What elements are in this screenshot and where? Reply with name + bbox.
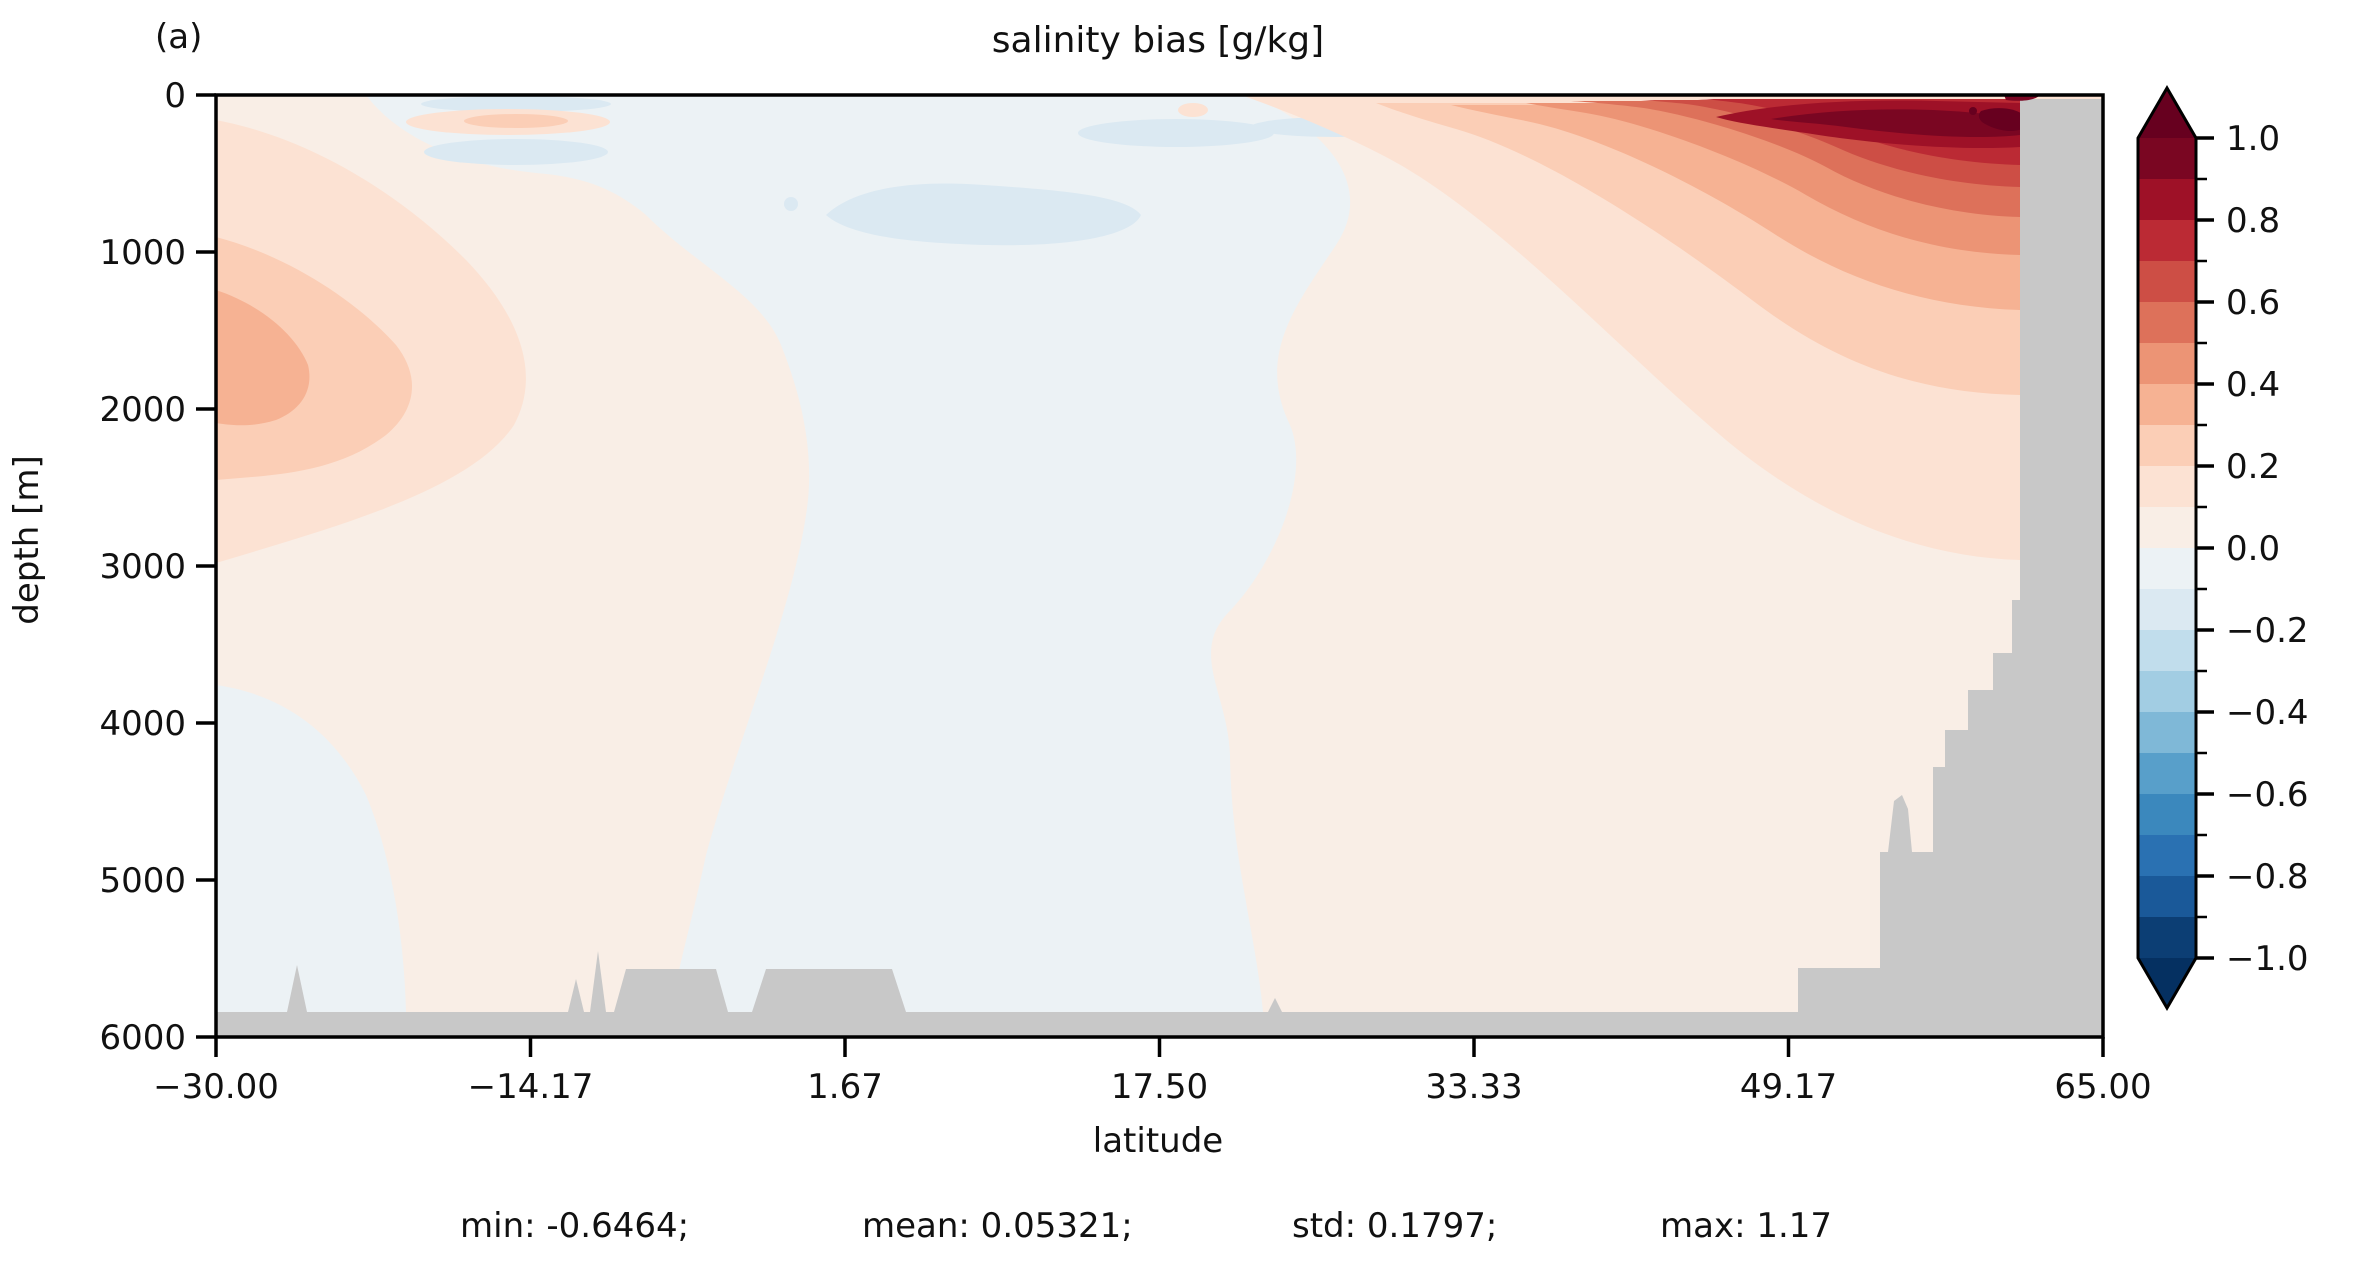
panel-label: (a) <box>155 17 202 57</box>
colorbar-band <box>2138 384 2196 425</box>
colorbar-band <box>2138 302 2196 343</box>
colorbar-band <box>2138 917 2196 958</box>
colorbar-band <box>2138 712 2196 753</box>
colorbar-band <box>2138 179 2196 220</box>
x-axis-label: latitude <box>1093 1121 1223 1161</box>
contour-north-band-over <box>1978 108 2022 132</box>
colorbar-band <box>2138 753 2196 794</box>
x-tick-label: 65.00 <box>2054 1067 2151 1107</box>
contour-blue-blob-middepth <box>826 183 1141 246</box>
contour-surface-orange-lens-core <box>464 114 568 128</box>
colorbar-tick-label: 0.4 <box>2226 365 2280 405</box>
colorbar-arrow-over <box>2138 88 2196 138</box>
bathymetry-seamount-4 <box>1268 998 1282 1012</box>
stat-std: std: 0.1797; <box>1292 1206 1497 1246</box>
x-tick-label: 1.67 <box>807 1067 883 1107</box>
colorbar-tick-label: −0.8 <box>2226 857 2309 897</box>
contour-west-orange-core <box>216 290 310 426</box>
y-tick-label: 5000 <box>99 861 186 901</box>
colorbar-band <box>2138 343 2196 384</box>
contour-arctic-surface-strip <box>2020 95 2103 99</box>
colorbar-band <box>2138 548 2196 589</box>
colorbar-tick-label: 1.0 <box>2226 119 2280 159</box>
y-tick-label: 4000 <box>99 704 186 744</box>
stat-mean: mean: 0.05321; <box>862 1206 1133 1246</box>
y-axis-label: depth [m] <box>7 455 47 624</box>
plot-area <box>214 93 2105 1039</box>
colorbar-tick-label: −0.6 <box>2226 775 2309 815</box>
contour-surface-orange-speck <box>1178 103 1208 117</box>
bathymetry-plateau-1 <box>614 969 728 1012</box>
contour-blue-dot <box>784 197 798 211</box>
bathymetry-plateau-2 <box>752 969 906 1012</box>
x-tick-label: −30.00 <box>153 1067 279 1107</box>
y-tick-label: 3000 <box>99 547 186 587</box>
y-tick-label: 2000 <box>99 390 186 430</box>
colorbar-tick-label: −1.0 <box>2226 939 2309 979</box>
y-axis <box>196 93 216 1039</box>
bathymetry-seamount-2 <box>568 979 584 1012</box>
colorbar-band <box>2138 671 2196 712</box>
colorbar-band <box>2138 876 2196 917</box>
stat-max: max: 1.17 <box>1660 1206 1832 1246</box>
bathymetry-seamount-3 <box>590 951 606 1012</box>
bathymetry-landmass <box>216 98 2103 1037</box>
colorbar-band <box>2138 507 2196 548</box>
contour-band-negative-0-main <box>366 95 1351 1012</box>
x-tick-label: 33.33 <box>1425 1067 1522 1107</box>
contour-blue-streak-mid <box>1078 119 1274 147</box>
y-tick-label: 1000 <box>99 233 186 273</box>
contour-north-band-09 <box>1771 109 2020 138</box>
x-tick-label: 17.50 <box>1111 1067 1208 1107</box>
colorbar-tick-label: 0.2 <box>2226 447 2280 487</box>
bathymetry-seamount-1 <box>287 965 307 1012</box>
y-tick-label: 0 <box>164 76 186 116</box>
y-tick-labels: 0 1000 2000 3000 4000 5000 6000 <box>99 76 186 1058</box>
colorbar-tick-label: 0.6 <box>2226 283 2280 323</box>
contour-band-negative-0-bottomleft <box>216 685 406 1012</box>
colorbar-minor-ticks <box>2196 177 2207 919</box>
colorbar-band <box>2138 261 2196 302</box>
x-tick-label: 49.17 <box>1740 1067 1837 1107</box>
stats-line: min: -0.6464; mean: 0.05321; std: 0.1797… <box>460 1206 1832 1246</box>
contour-blue-streak-subsurface <box>424 139 608 165</box>
stat-min: min: -0.6464; <box>460 1206 689 1246</box>
colorbar-band <box>2138 630 2196 671</box>
contour-north-dot-over <box>1969 107 1977 115</box>
y-tick-label: 6000 <box>99 1018 186 1058</box>
colorbar-tick-label: −0.4 <box>2226 693 2309 733</box>
colorbar-tick-label: 0.8 <box>2226 201 2280 241</box>
colorbar-tick-labels: 1.0 0.8 0.6 0.4 0.2 0.0 −0.2 −0.4 −0.6 −… <box>2226 119 2309 979</box>
colorbar-tick-label: 0.0 <box>2226 529 2280 569</box>
colorbar-band <box>2138 466 2196 507</box>
colorbar-tick-label: −0.2 <box>2226 611 2309 651</box>
colorbar-band <box>2138 794 2196 835</box>
colorbar-band <box>2138 425 2196 466</box>
colorbar-band <box>2138 835 2196 876</box>
colorbar: 1.0 0.8 0.6 0.4 0.2 0.0 −0.2 −0.4 −0.6 −… <box>2136 85 2309 1011</box>
x-tick-labels: −30.00 −14.17 1.67 17.50 33.33 49.17 65.… <box>153 1067 2152 1107</box>
x-axis <box>214 1037 2105 1057</box>
colorbar-band <box>2138 589 2196 630</box>
x-tick-label: −14.17 <box>468 1067 594 1107</box>
colorbar-arrow-under <box>2138 958 2196 1008</box>
colorbar-band <box>2138 138 2196 179</box>
colorbar-band <box>2138 220 2196 261</box>
colorbar-major-ticks <box>2196 136 2214 960</box>
contour-blue-streak-surface <box>421 96 611 112</box>
chart-title: salinity bias [g/kg] <box>992 20 1324 61</box>
